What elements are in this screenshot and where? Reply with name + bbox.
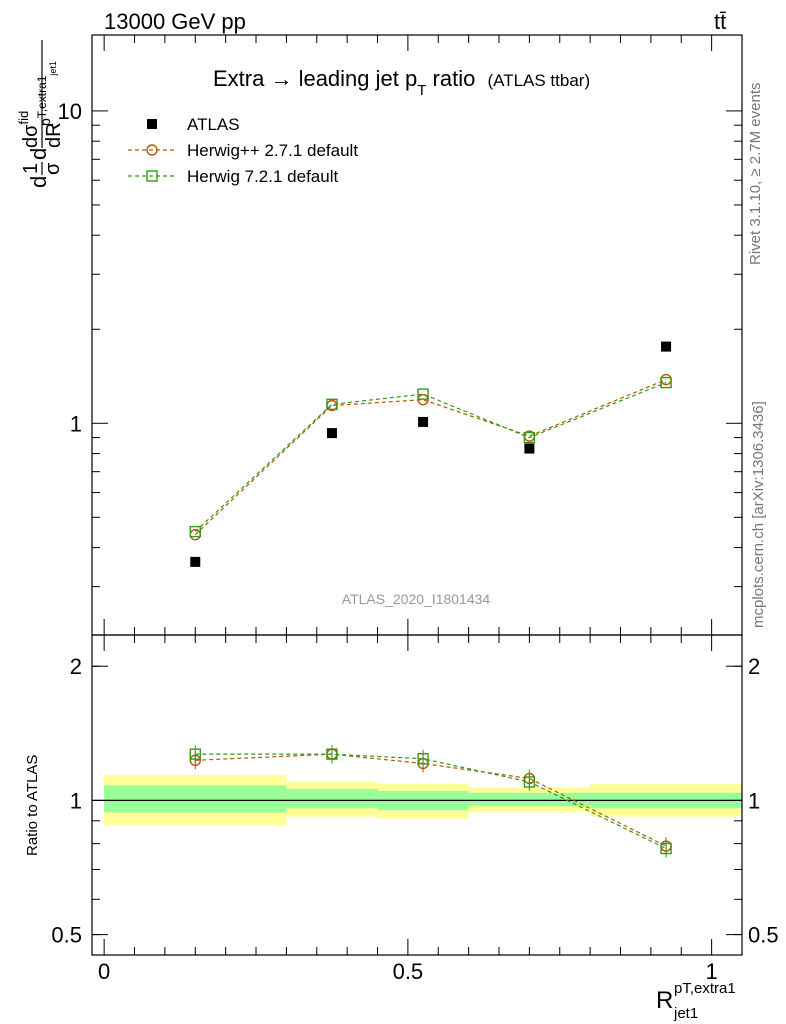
svg-text:Extra → leading jet pT ratio: Extra → leading jet pT ratio (ATLAS ttba…	[213, 66, 590, 99]
x-label-sup: pT,extra1	[674, 980, 736, 997]
y-label-sigma-sub-sup: T,extra1	[35, 75, 49, 118]
x-tick-label: 1	[706, 959, 718, 984]
y-label-frac-den: σ	[42, 162, 64, 175]
svg-text:dσfid: dσfid	[16, 111, 42, 148]
y-label-sigma-sub: p	[37, 118, 53, 126]
ratio-panel: 0.5 0.51 12 2 0 0.5 1	[51, 634, 779, 984]
x-tick-label: 0	[98, 959, 110, 984]
data-point-atlas	[326, 428, 337, 439]
ratio-panel-frame	[91, 634, 743, 956]
ratio-point-herwig7	[326, 748, 338, 760]
plot-title-sub: T	[417, 82, 426, 99]
main-line-herwigpp	[194, 379, 667, 536]
legend-label: ATLAS	[187, 115, 240, 134]
energy-label: 13000 GeV pp	[104, 9, 246, 34]
legend: ATLAS Herwig++ 2.7.1 default Herwig 7.2.1 …	[128, 115, 358, 186]
ratio-x-ticks: 0 0.5 1	[98, 635, 718, 984]
y-label-frac-num: 1	[20, 163, 42, 174]
main-ytick-label: 1	[70, 411, 82, 436]
plot-title-small: (ATLAS ttbar)	[487, 71, 590, 90]
atlas-stat-uncertainty-band	[468, 792, 591, 807]
ratio-line-herwigpp	[195, 753, 667, 847]
main-ytick-label: 10	[58, 99, 82, 124]
main-line-herwig7	[194, 382, 667, 533]
ratio-point-herwig7	[189, 748, 201, 760]
analysis-watermark: ATLAS_2020_I1801434	[342, 591, 491, 607]
ratio-ytick-label: 2	[70, 654, 82, 679]
main-panel: 1 10	[58, 34, 743, 636]
plot-title-main: Extra → leading jet p	[213, 66, 417, 91]
main-plot-content	[189, 341, 672, 567]
data-point-atlas	[661, 341, 672, 352]
y-label-sigma-sub-sub: jet1	[48, 61, 58, 77]
ratio-y-ticks: 0.5 0.5 1 1 2 2	[51, 654, 778, 947]
ratio-plot-content	[92, 745, 742, 858]
mcplots-label: mcplots.cern.ch [arXiv:1306.3436]	[750, 401, 767, 628]
atlas-stat-uncertainty-band	[286, 789, 378, 809]
data-point-herwig7	[189, 525, 201, 538]
ratio-axis-label: Ratio to ATLAS	[24, 755, 41, 856]
y-axis-label: d 1 σ d dσfid dR pT,extra1jet1	[16, 40, 65, 188]
atlas-stat-uncertainty-band	[104, 785, 287, 813]
main-y-ticks: 1 10	[58, 99, 742, 588]
data-point-atlas	[190, 556, 201, 567]
legend-marker	[146, 144, 158, 156]
legend-marker	[147, 119, 157, 129]
ratio-point-herwig7	[660, 842, 672, 855]
rivet-label: Rivet 3.1.10, ≥ 2.7M events	[747, 83, 764, 266]
legend-label: Herwig++ 2.7.1 default	[187, 141, 358, 160]
data-point-atlas	[418, 416, 429, 427]
plot-title: Extra → leading jet pT ratio (ATLAS ttba…	[213, 66, 590, 99]
process-label: tt̄	[714, 9, 726, 34]
plot-title-after: ratio	[426, 66, 475, 91]
ratio-ytick-label: 1	[70, 788, 82, 813]
x-tick-label: 0.5	[393, 959, 424, 984]
x-axis-label: R pT,extra1 jet1	[656, 980, 736, 1022]
data-point-herwig7	[417, 388, 429, 400]
data-point-herwig7	[660, 376, 672, 389]
ratio-point-herwig7	[523, 776, 536, 788]
ratio-point-herwig7	[417, 753, 429, 765]
x-label-sub: jet1	[673, 1005, 698, 1022]
svg-text:pT,extra1jet1: pT,extra1jet1	[35, 61, 58, 126]
x-label-main: R	[656, 987, 673, 1014]
y-label-den: dR	[43, 122, 65, 148]
ratio-ytick-label-right: 2	[748, 654, 760, 679]
ratio-ytick-label: 0.5	[51, 923, 82, 948]
data-point-herwig7	[523, 431, 536, 444]
legend-marker	[146, 170, 158, 182]
main-x-ticks	[103, 35, 713, 635]
legend-label: Herwig 7.2.1 default	[187, 167, 338, 186]
data-point-herwig7	[326, 398, 338, 411]
ratio-ytick-label-right: 1	[748, 788, 760, 813]
y-label-d2: d	[26, 148, 51, 160]
ratio-ytick-label-right: 0.5	[748, 923, 779, 948]
y-label-sigma-num: dσ	[20, 124, 42, 148]
y-label-d1: d	[26, 176, 51, 188]
y-label-sigma-sup: fid	[16, 111, 31, 125]
data-point-atlas	[524, 443, 535, 454]
